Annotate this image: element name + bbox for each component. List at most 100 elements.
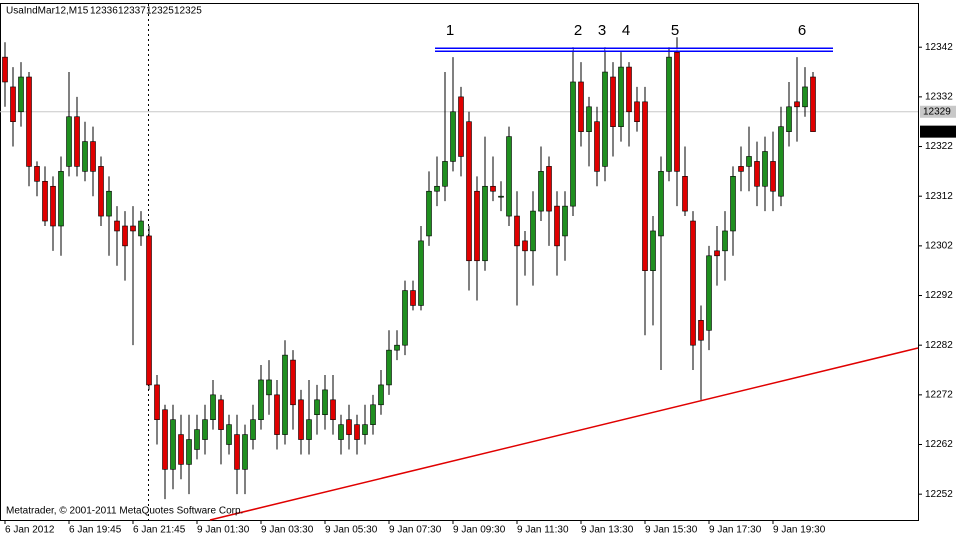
candle-body [754, 161, 760, 187]
candle-body [730, 176, 736, 232]
peak-annotation: 6 [798, 22, 806, 39]
x-tick-label: 9 Jan 03:30 [261, 525, 314, 536]
candle-body [626, 66, 632, 113]
header-close: 12325 [174, 6, 202, 17]
ask-label: 12329 [923, 106, 951, 117]
candle-body [522, 240, 528, 252]
candle-body [58, 171, 64, 227]
candle-body [482, 185, 488, 262]
candle-body [546, 166, 552, 212]
candle-body [618, 66, 624, 127]
x-tick-label: 9 Jan 07:30 [389, 525, 442, 536]
candle-body [362, 424, 368, 435]
x-tick-label: 9 Jan 17:30 [709, 525, 762, 536]
candle-body [354, 424, 360, 440]
y-tick-label: 12302 [925, 241, 953, 252]
candle-body [338, 424, 344, 440]
candle-body [98, 166, 104, 217]
candle-body [578, 81, 584, 132]
candle-body [298, 399, 304, 440]
candle-body [82, 141, 88, 172]
candle-body [410, 290, 416, 306]
candle-body [458, 96, 464, 157]
candle-body [794, 101, 800, 108]
header-open: 12336 [90, 6, 118, 17]
candle-body [234, 434, 240, 470]
peak-annotation: 1 [446, 22, 454, 39]
candle-body [682, 176, 688, 212]
candle-body [658, 171, 664, 237]
candle-body [258, 379, 264, 420]
y-tick-label: 12252 [925, 489, 953, 500]
candle-body [50, 185, 56, 227]
x-tick-label: 6 Jan 21:45 [133, 525, 186, 536]
candle-body [706, 255, 712, 331]
candle-body [586, 106, 592, 132]
ask-marker [920, 105, 956, 118]
peak-annotation: 4 [622, 22, 630, 39]
candle-body [514, 215, 520, 247]
candle-body [330, 399, 336, 420]
candle-body [714, 250, 720, 257]
x-tick-label: 9 Jan 15:30 [645, 525, 698, 536]
symbol-title: UsaIndMar12,M15 [6, 6, 89, 17]
candle-body [498, 195, 504, 198]
candle-body [602, 71, 608, 167]
candle-body [314, 399, 320, 416]
candle-body [146, 235, 152, 386]
y-tick-label: 12272 [925, 389, 953, 400]
candle-body [274, 394, 280, 435]
candle-body [18, 76, 24, 113]
candle-body [10, 86, 16, 123]
y-tick-label: 12282 [925, 340, 953, 351]
candle-body [282, 354, 288, 435]
candle-body [106, 190, 112, 217]
bid-marker [920, 125, 956, 138]
candle-body [42, 180, 48, 222]
x-tick-label: 9 Jan 19:30 [773, 525, 826, 536]
candle-body [650, 230, 656, 271]
candle-body [442, 161, 448, 187]
candle-body [762, 151, 768, 187]
candle-body [170, 419, 176, 470]
candle-body [738, 166, 744, 172]
candle-body [194, 429, 200, 450]
candle-body [162, 409, 168, 470]
candle-body [466, 121, 472, 262]
plot-frame [0, 3, 919, 521]
candle-body [138, 220, 144, 237]
candle-body [450, 111, 456, 162]
x-tick-label: 9 Jan 05:30 [325, 525, 378, 536]
copyright: Metatrader, © 2001-2011 MetaQuotes Softw… [6, 506, 243, 517]
candle-body [378, 384, 384, 406]
candle-body [530, 210, 536, 252]
candle-body [114, 220, 120, 232]
candle-body [74, 116, 80, 167]
candle-body [778, 126, 784, 197]
peak-annotation: 3 [598, 22, 606, 39]
y-tick-label: 12342 [925, 42, 953, 53]
candle-body [34, 166, 40, 182]
candle-body [322, 389, 328, 416]
y-tick-label: 12312 [925, 191, 953, 202]
candle-body [186, 439, 192, 465]
candle-body [746, 156, 752, 167]
candle-body [242, 434, 248, 470]
candle-body [538, 171, 544, 212]
x-tick-label: 6 Jan 19:45 [69, 525, 122, 536]
x-tick-label: 9 Jan 09:30 [453, 525, 506, 536]
peak-annotation: 5 [671, 22, 679, 39]
candle-body [594, 121, 600, 172]
y-tick-label: 12292 [925, 290, 953, 301]
x-tick-label: 6 Jan 2012 [5, 525, 55, 536]
header-high: 12337 [118, 6, 146, 17]
x-tick-label: 9 Jan 13:30 [581, 525, 634, 536]
candle-body [66, 116, 72, 167]
candle-body [434, 185, 440, 192]
candle-body [674, 51, 680, 172]
y-tick-label: 12262 [925, 439, 953, 450]
candle-body [474, 190, 480, 262]
trend-line [209, 347, 919, 521]
candle-body [490, 185, 496, 192]
